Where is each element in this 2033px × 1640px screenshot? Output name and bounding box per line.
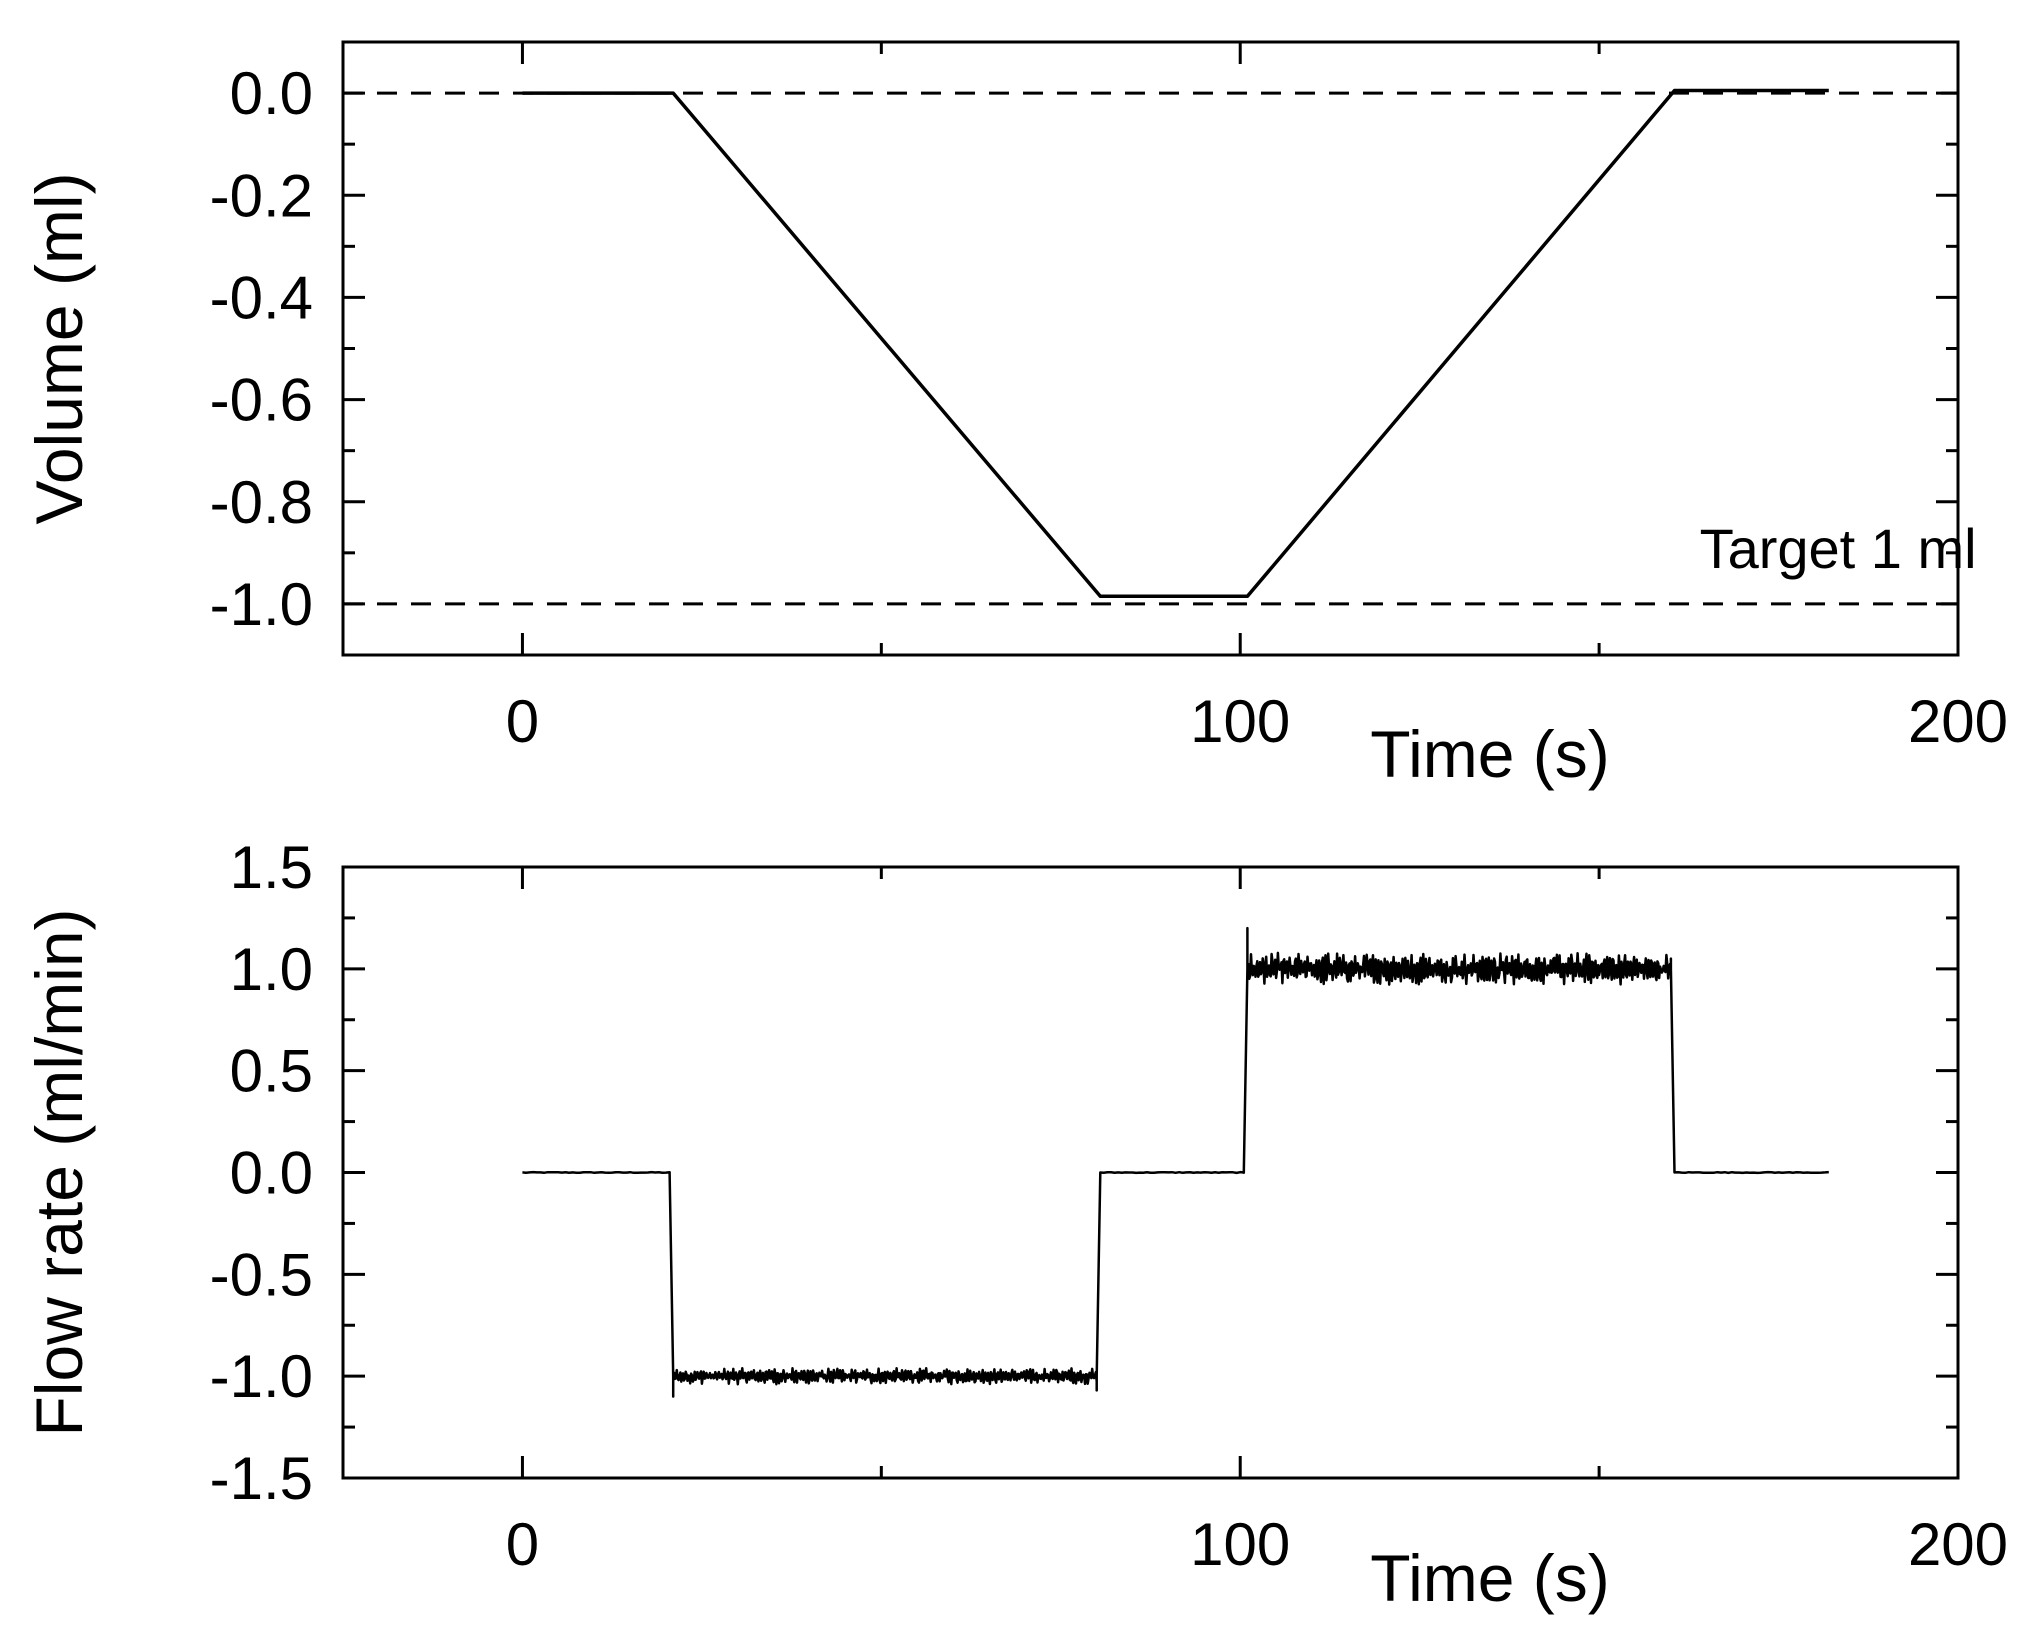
- y-tick-label: -0.2: [210, 162, 313, 229]
- y-tick-label: 1.5: [230, 834, 313, 901]
- series-line: [522, 926, 1829, 1398]
- volume-panel: 0 100 200 0.0 -0.2 -0.4 -0.6 -0.8 -1.0 Time (s) Vo…: [22, 40, 2008, 791]
- x-tick-label: 100: [1190, 1511, 1290, 1578]
- x-axis-title: Time (s): [1370, 1541, 1610, 1615]
- x-tick-label: 100: [1190, 688, 1290, 755]
- y-tick-label: -1.5: [210, 1445, 313, 1512]
- y-tick-label: 0.0: [230, 1140, 313, 1207]
- y-tick-label: -1.0: [210, 571, 313, 638]
- x-axis-title: Time (s): [1370, 717, 1610, 791]
- y-tick-label: -0.5: [210, 1241, 313, 1308]
- y-axis-title: Flow rate (ml/min): [22, 908, 96, 1436]
- series-line: [522, 88, 1829, 599]
- x-tick-label: 0: [506, 688, 539, 755]
- y-tick-label: 0.5: [230, 1038, 313, 1105]
- y-tick-label: -0.4: [210, 264, 313, 331]
- x-tick-label: 200: [1908, 688, 2008, 755]
- y-tick-label: -0.8: [210, 469, 313, 536]
- y-tick-label: 0.0: [230, 60, 313, 127]
- y-tick-label: -0.6: [210, 367, 313, 434]
- annotation-target: Target 1 ml: [1700, 517, 1977, 580]
- y-axis-title: Volume (ml): [22, 172, 96, 524]
- y-tick-label: 1.0: [230, 936, 313, 1003]
- x-tick-label: 200: [1908, 1511, 2008, 1578]
- y-tick-label: -1.0: [210, 1343, 313, 1410]
- flow-rate-panel: 0 100 200 1.5 1.0 0.5 0.0 -0.5 -1.0 -1.5 Time (s) F…: [22, 834, 2008, 1615]
- x-tick-label: 0: [506, 1511, 539, 1578]
